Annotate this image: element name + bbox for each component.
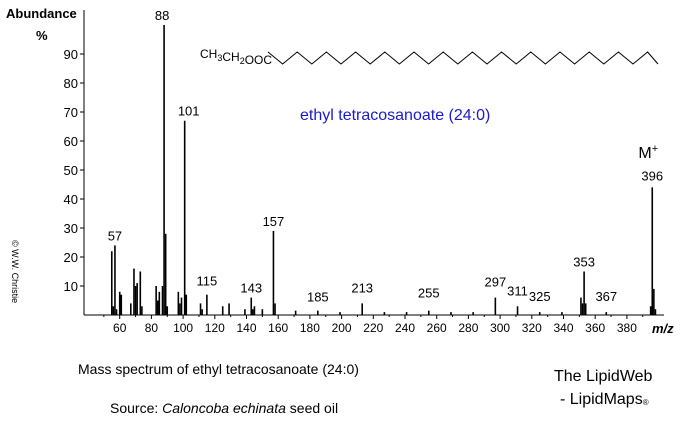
- y-axis-label: Abundance: [6, 6, 77, 21]
- y-tick-label: 80: [64, 76, 78, 91]
- x-tick-label: 260: [427, 321, 447, 335]
- peak-label: 143: [240, 281, 262, 296]
- x-tick-label: 360: [585, 321, 605, 335]
- chart-title: ethyl tetracosanoate (24:0): [300, 107, 490, 124]
- formula-subscript: 2: [240, 56, 245, 66]
- structure-drawing: CH3CH2OOC: [200, 47, 659, 67]
- peak-label: 185: [307, 290, 329, 305]
- x-axis-label: m/z: [652, 321, 674, 336]
- credit-lipidmaps: - LipidMaps®: [560, 391, 649, 409]
- peak-label: 367: [595, 289, 617, 304]
- x-tick-label: 80: [145, 321, 159, 335]
- structure-formula: CH3CH2OOC: [200, 47, 272, 67]
- peak-label: 311: [507, 283, 528, 298]
- source-suffix: seed oil: [285, 400, 339, 416]
- formula-text: OOC: [245, 53, 273, 67]
- molecular-ion-charge: +: [652, 143, 658, 155]
- x-tick-label: 300: [490, 321, 510, 335]
- peak-label: 353: [573, 255, 595, 270]
- alkyl-chain: [267, 51, 659, 65]
- peak-label: 255: [418, 286, 440, 301]
- peak-label: 88: [155, 8, 169, 23]
- x-tick-label: 100: [173, 321, 193, 335]
- peak-label: 57: [108, 228, 122, 243]
- peak-label: 297: [484, 275, 506, 290]
- formula-text: CH: [222, 50, 239, 64]
- x-tick-label: 60: [113, 321, 127, 335]
- source-line: Source: Caloncoba echinata seed oil: [110, 400, 338, 416]
- axes: Abundance% 10 20 30 40 50 60 70 80 90 60 80 100 120 14…: [6, 6, 674, 336]
- peak-bars: [110, 25, 657, 315]
- credit-lipidweb: The LipidWeb: [554, 368, 653, 385]
- peak-label: 115: [197, 274, 218, 289]
- y-tick-label: 10: [64, 279, 78, 294]
- peak-label: 213: [351, 280, 373, 295]
- x-tick-label: 220: [363, 321, 383, 335]
- x-tick-label: 340: [553, 321, 573, 335]
- y-tick-label: 70: [64, 105, 78, 120]
- x-tick-label: 200: [332, 321, 352, 335]
- y-tick-label: 90: [64, 47, 78, 62]
- x-tick-label: 280: [458, 321, 478, 335]
- copyright-notice: © W.W. Christie: [10, 240, 20, 304]
- peak-label: 101: [178, 104, 200, 119]
- x-tick-label: 120: [205, 321, 225, 335]
- peak-label: 325: [529, 289, 551, 304]
- peak-label: 396: [641, 168, 663, 183]
- molecular-ion-symbol: M: [638, 145, 651, 162]
- x-tick-label: 240: [395, 321, 415, 335]
- x-tick-label: 160: [268, 321, 288, 335]
- figure-caption: Mass spectrum of ethyl tetracosanoate (2…: [78, 361, 359, 377]
- x-tick-label: 380: [617, 321, 637, 335]
- y-tick-label: 20: [64, 250, 78, 265]
- formula-text: CH: [200, 47, 217, 61]
- y-axis-unit: %: [36, 28, 48, 43]
- molecular-ion-label: M+: [638, 143, 658, 162]
- y-tick-label: 60: [64, 134, 78, 149]
- y-tick-label: 40: [64, 192, 78, 207]
- source-prefix: Source:: [110, 400, 163, 416]
- y-tick-label: 30: [64, 221, 78, 236]
- y-tick-label: 50: [64, 163, 78, 178]
- credit-lipidmaps-text: - LipidMaps: [560, 391, 643, 408]
- x-tick-label: 320: [522, 321, 542, 335]
- formula-subscript: 3: [217, 53, 222, 63]
- x-tick-label: 180: [300, 321, 320, 335]
- source-name: Caloncoba echinata: [162, 400, 286, 416]
- x-tick-label: 140: [236, 321, 256, 335]
- peak-label: 157: [263, 214, 285, 229]
- registered-mark: ®: [642, 398, 649, 407]
